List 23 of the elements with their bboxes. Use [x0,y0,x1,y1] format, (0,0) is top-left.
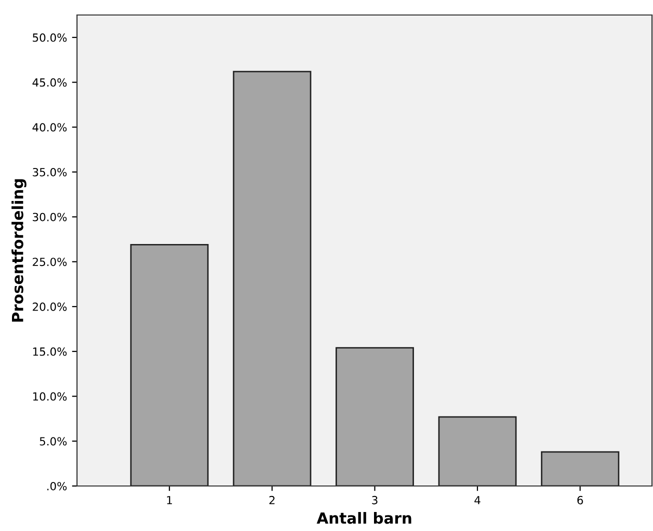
y-tick-label: 5.0% [40,437,67,446]
bar [130,244,209,486]
y-tick-label: 45.0% [32,78,67,87]
y-axis-title: Prosentfordeling [12,179,26,322]
bar [336,347,414,486]
y-tick-label: 30.0% [32,212,67,222]
x-axis-title: Antall barn [316,512,412,524]
y-tick-label: 25.0% [32,258,67,266]
y-tick-label: 50.0% [32,33,67,42]
x-tick-label: 1 [167,496,172,504]
y-tick-label: .0% [47,482,67,490]
bar [232,70,312,486]
y-tick-label: 35.0% [32,168,67,176]
bar [540,451,620,486]
x-tick-label: 4 [474,496,480,504]
y-tick-label: 20.0% [32,302,67,311]
bar [438,416,517,486]
y-tick-label: 40.0% [32,123,67,132]
x-tick-label: 3 [372,496,378,504]
y-tick-label: 15.0% [33,347,67,356]
x-tick-label: 2 [269,496,275,504]
x-tick-label: 6 [577,496,583,504]
y-tick-label: 10.0% [33,392,67,401]
